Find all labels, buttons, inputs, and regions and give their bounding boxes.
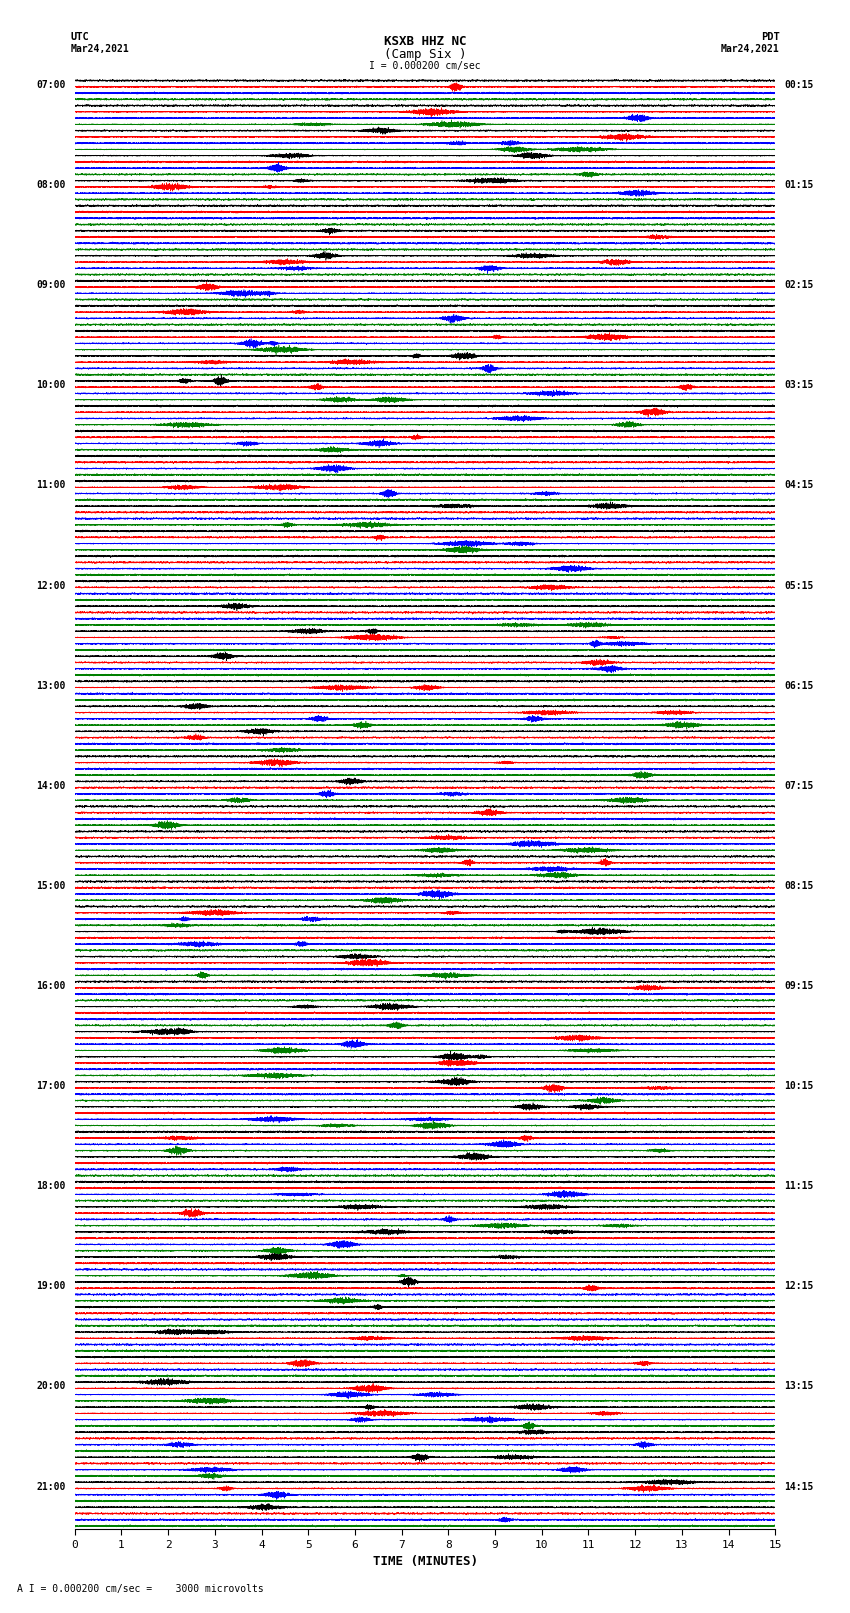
- Text: 14:00: 14:00: [36, 781, 65, 790]
- Text: 07:00: 07:00: [36, 81, 65, 90]
- Text: 04:15: 04:15: [785, 481, 814, 490]
- Text: 13:00: 13:00: [36, 681, 65, 690]
- Text: 13:15: 13:15: [785, 1381, 814, 1392]
- X-axis label: TIME (MINUTES): TIME (MINUTES): [372, 1555, 478, 1568]
- Text: 02:15: 02:15: [785, 281, 814, 290]
- Text: 05:15: 05:15: [785, 581, 814, 590]
- Text: 20:00: 20:00: [36, 1381, 65, 1392]
- Text: 16:00: 16:00: [36, 981, 65, 990]
- Text: 07:15: 07:15: [785, 781, 814, 790]
- Text: 08:15: 08:15: [785, 881, 814, 890]
- Text: Mar24,2021: Mar24,2021: [71, 44, 129, 53]
- Text: KSXB HHZ NC: KSXB HHZ NC: [383, 35, 467, 48]
- Text: 21:00: 21:00: [36, 1482, 65, 1492]
- Text: 09:15: 09:15: [785, 981, 814, 990]
- Text: 15:00: 15:00: [36, 881, 65, 890]
- Text: 11:00: 11:00: [36, 481, 65, 490]
- Text: I = 0.000200 cm/sec: I = 0.000200 cm/sec: [369, 61, 481, 71]
- Text: 12:15: 12:15: [785, 1281, 814, 1292]
- Text: 18:00: 18:00: [36, 1181, 65, 1192]
- Text: 08:00: 08:00: [36, 181, 65, 190]
- Text: 11:15: 11:15: [785, 1181, 814, 1192]
- Text: 10:00: 10:00: [36, 381, 65, 390]
- Text: (Camp Six ): (Camp Six ): [383, 48, 467, 61]
- Text: 01:15: 01:15: [785, 181, 814, 190]
- Text: 03:15: 03:15: [785, 381, 814, 390]
- Text: 06:15: 06:15: [785, 681, 814, 690]
- Text: Mar24,2021: Mar24,2021: [721, 44, 779, 53]
- Text: 10:15: 10:15: [785, 1081, 814, 1090]
- Text: PDT: PDT: [761, 32, 779, 42]
- Text: 19:00: 19:00: [36, 1281, 65, 1292]
- Text: 12:00: 12:00: [36, 581, 65, 590]
- Text: 00:15: 00:15: [785, 81, 814, 90]
- Text: A I = 0.000200 cm/sec =    3000 microvolts: A I = 0.000200 cm/sec = 3000 microvolts: [17, 1584, 264, 1594]
- Text: 14:15: 14:15: [785, 1482, 814, 1492]
- Text: 09:00: 09:00: [36, 281, 65, 290]
- Text: 17:00: 17:00: [36, 1081, 65, 1090]
- Text: UTC: UTC: [71, 32, 89, 42]
